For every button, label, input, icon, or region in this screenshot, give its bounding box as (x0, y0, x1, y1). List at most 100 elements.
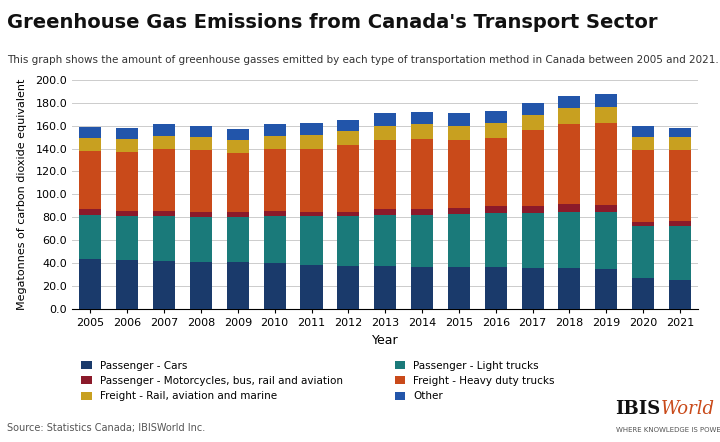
Bar (227, 217, 249, 262)
Bar (632, 225, 654, 278)
Bar (374, 141, 396, 210)
Bar (374, 210, 396, 215)
Bar (79, 138, 102, 151)
Bar (669, 221, 691, 225)
Bar (411, 215, 433, 267)
Bar (411, 267, 433, 309)
Bar (300, 149, 323, 212)
Bar (448, 214, 470, 267)
Bar (264, 149, 286, 210)
Bar (300, 135, 323, 149)
Bar (79, 127, 102, 138)
Bar (153, 261, 175, 309)
Bar (116, 128, 138, 139)
Bar (300, 216, 323, 265)
Bar (632, 150, 654, 222)
Y-axis label: Megatonnes of carbon dioxide equivalent: Megatonnes of carbon dioxide equivalent (17, 79, 27, 310)
Bar (448, 267, 470, 309)
Bar (669, 137, 691, 150)
Bar (374, 266, 396, 309)
Bar (595, 205, 617, 212)
Bar (521, 268, 544, 309)
Bar (374, 215, 396, 266)
Bar (521, 115, 544, 130)
Bar (595, 269, 617, 309)
Bar (559, 108, 580, 124)
Bar (448, 113, 470, 126)
Bar (190, 262, 212, 309)
Bar (595, 107, 617, 123)
Bar (337, 212, 359, 216)
Bar (264, 136, 286, 149)
Bar (153, 136, 175, 149)
Text: WHERE KNOWLEDGE IS POWER: WHERE KNOWLEDGE IS POWER (616, 427, 720, 433)
Text: This graph shows the amount of greenhouse gasses emitted by each type of transpo: This graph shows the amount of greenhous… (7, 55, 719, 65)
Bar (79, 259, 102, 309)
Bar (337, 120, 359, 131)
Bar (669, 225, 691, 279)
Bar (300, 123, 323, 135)
Bar (595, 95, 617, 107)
Bar (337, 145, 359, 212)
Bar (227, 141, 249, 153)
Bar (485, 206, 507, 213)
X-axis label: Year: Year (372, 334, 398, 347)
Bar (153, 149, 175, 210)
Bar (632, 222, 654, 225)
Bar (559, 124, 580, 204)
Bar (521, 130, 544, 206)
Bar (227, 129, 249, 141)
Bar (116, 210, 138, 216)
Bar (374, 126, 396, 141)
Bar (632, 126, 654, 137)
Bar (116, 152, 138, 210)
Bar (559, 212, 580, 268)
Bar (190, 137, 212, 150)
Bar (669, 279, 691, 309)
Bar (411, 124, 433, 139)
Bar (485, 110, 507, 123)
Bar (632, 137, 654, 150)
Bar (559, 204, 580, 212)
Bar (190, 212, 212, 217)
Bar (485, 138, 507, 206)
Text: IBIS: IBIS (616, 400, 661, 418)
Bar (153, 124, 175, 136)
Bar (300, 212, 323, 216)
Bar (227, 262, 249, 309)
Bar (264, 216, 286, 263)
Bar (411, 139, 433, 210)
Bar (448, 126, 470, 141)
Bar (264, 263, 286, 309)
Bar (669, 150, 691, 221)
Bar (300, 265, 323, 309)
Bar (374, 113, 396, 126)
Bar (559, 268, 580, 309)
Bar (559, 95, 580, 108)
Bar (337, 266, 359, 309)
Bar (79, 210, 102, 215)
Bar (521, 213, 544, 268)
Bar (153, 210, 175, 216)
Bar (264, 210, 286, 216)
Bar (521, 206, 544, 213)
Bar (485, 213, 507, 267)
Bar (79, 215, 102, 259)
Bar (669, 128, 691, 137)
Bar (79, 151, 102, 210)
Bar (448, 208, 470, 214)
Bar (227, 212, 249, 217)
Text: Source: Statistics Canada; IBISWorld Inc.: Source: Statistics Canada; IBISWorld Inc… (7, 423, 205, 433)
Bar (485, 123, 507, 138)
Bar (595, 123, 617, 205)
Bar (190, 126, 212, 137)
Text: Greenhouse Gas Emissions from Canada's Transport Sector: Greenhouse Gas Emissions from Canada's T… (7, 13, 657, 32)
Bar (337, 216, 359, 266)
Bar (116, 260, 138, 309)
Bar (632, 278, 654, 309)
Bar (448, 141, 470, 208)
Text: World: World (661, 400, 715, 418)
Bar (190, 150, 212, 212)
Bar (116, 139, 138, 152)
Bar (190, 217, 212, 262)
